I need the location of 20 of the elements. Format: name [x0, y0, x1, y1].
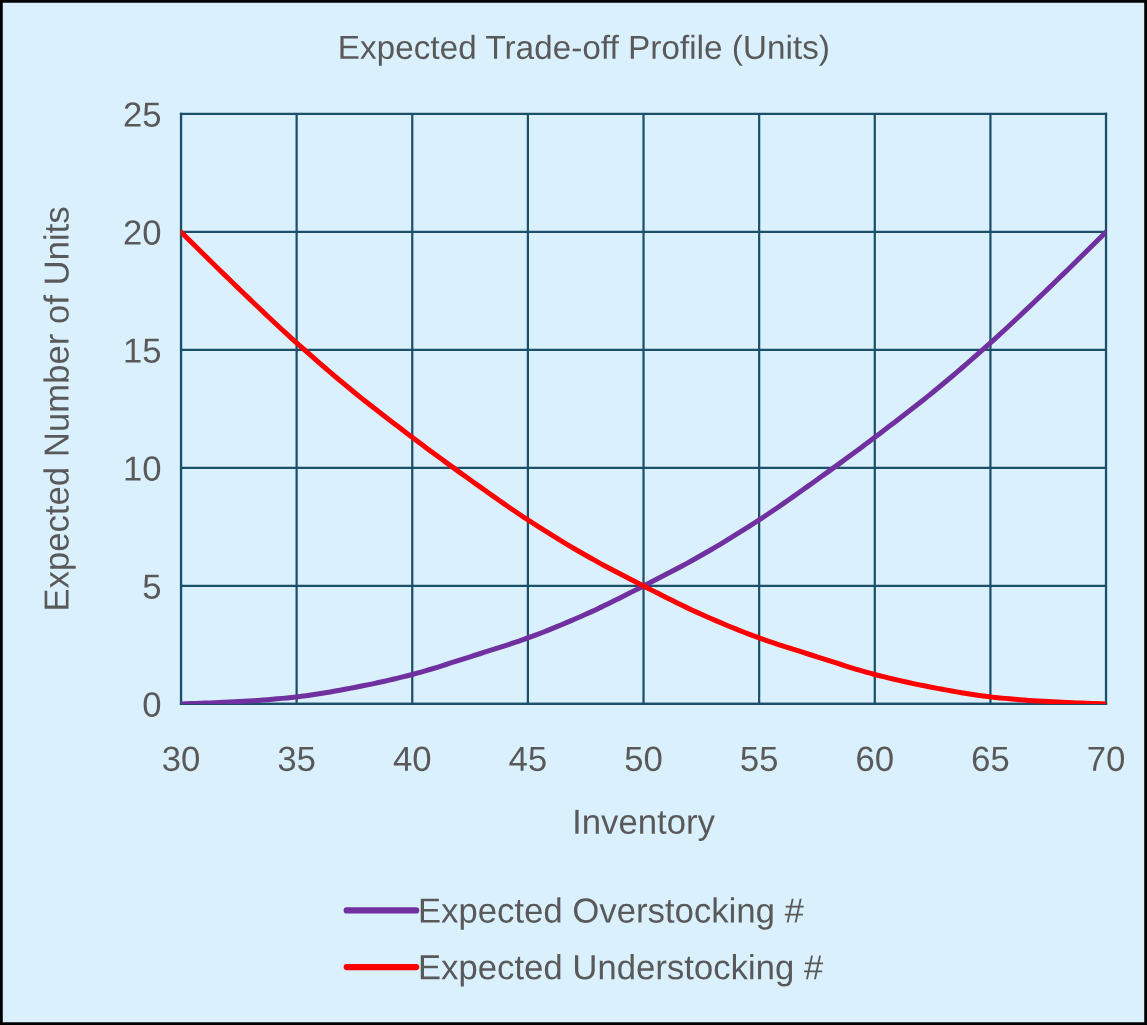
x-tick-label: 45	[509, 746, 546, 772]
y-tick-label: 0	[143, 692, 161, 717]
x-tick-label: 30	[163, 746, 199, 772]
y-tick-label: 10	[125, 456, 161, 481]
x-tick-label: 60	[857, 746, 893, 772]
x-tick-label: 70	[1088, 746, 1125, 772]
x-tick-label: 40	[393, 746, 431, 772]
y-axis-title: Expected Number of Units	[43, 207, 76, 609]
y-tick-label: 25	[124, 102, 161, 127]
y-tick-label: 15	[125, 338, 161, 363]
x-tick-label: 35	[278, 746, 315, 772]
x-tick-label: 65	[972, 746, 1009, 772]
y-tick-label: 20	[124, 220, 161, 245]
y-tick-label: 5	[143, 574, 161, 599]
x-axis-title: Inventory	[575, 809, 715, 841]
legend-label: Expected Overstocking #	[420, 897, 804, 930]
legend-label: Expected Understocking #	[420, 954, 824, 987]
x-tick-label: 50	[625, 746, 662, 772]
chart-title: Expected Trade-off Profile (Units)	[340, 34, 828, 66]
x-tick-label: 55	[741, 746, 778, 772]
